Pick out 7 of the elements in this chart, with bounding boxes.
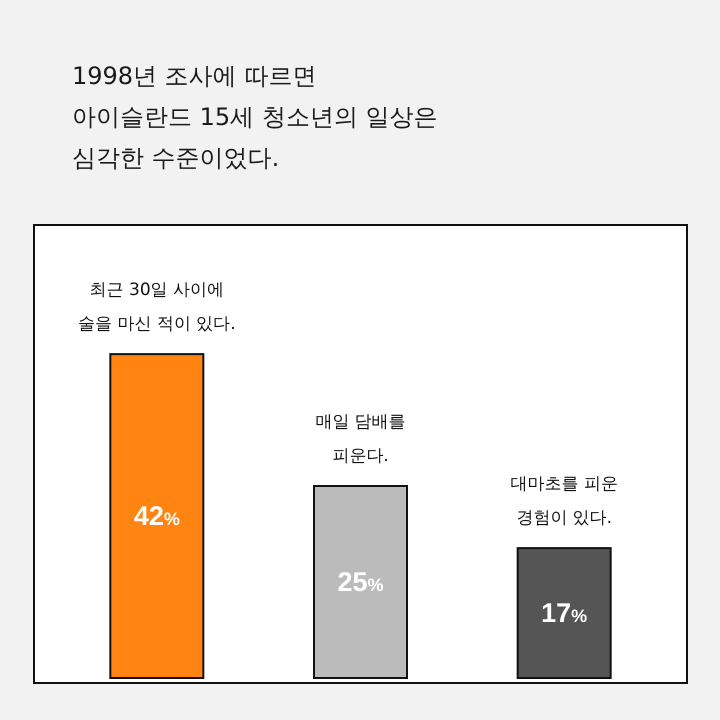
x-tick-label: 대마초를 피운 경험이 있다. (510, 474, 618, 528)
chart-title: 1998년 조사에 따르면 아이슬란드 15세 청소년의 일상은 심각한 수준이었다. (72, 61, 438, 174)
x-tick-label: 매일 담배를 피운다. (315, 412, 406, 466)
x-tick-label: 최근 30일 사이에 술을 마신 적이 있다. (78, 280, 236, 334)
data-label: 25% (337, 567, 384, 598)
data-label: 42% (134, 501, 180, 532)
data-label: 17% (541, 598, 588, 628)
